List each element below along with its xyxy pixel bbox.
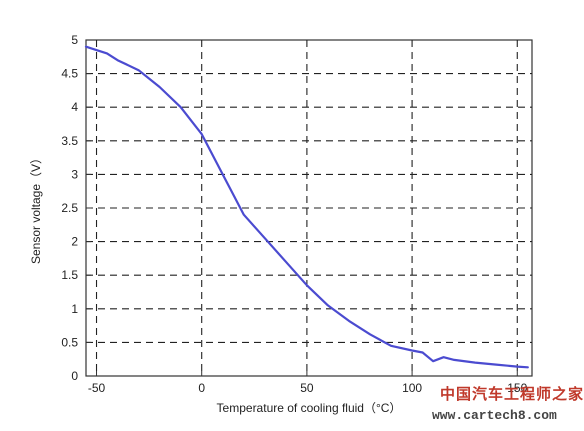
- y-tick-label: 2.5: [61, 201, 78, 215]
- y-tick-label: 0: [71, 369, 78, 383]
- y-tick-label: 3.5: [61, 134, 78, 148]
- y-tick-label: 2: [71, 235, 78, 249]
- x-tick-label: -50: [88, 381, 106, 395]
- x-tick-label: 50: [300, 381, 314, 395]
- watermark-url: www.cartech8.com: [432, 408, 557, 423]
- grid: [86, 40, 532, 376]
- y-tick-label: 0.5: [61, 335, 78, 349]
- y-tick-label: 3: [71, 167, 78, 181]
- x-tick-label: 100: [402, 381, 422, 395]
- watermark-site-name: 中国汽车工程师之家: [440, 385, 584, 403]
- y-tick-label: 4.5: [61, 67, 78, 81]
- y-tick-label: 1: [71, 302, 78, 316]
- series-line: [84, 45, 529, 369]
- y-tick-label: 4: [71, 100, 78, 114]
- x-axis-title: Temperature of cooling fluid（°C）: [217, 401, 402, 415]
- y-axis-title: Sensor voltage（V）: [29, 152, 43, 264]
- x-tick-label: 0: [198, 381, 205, 395]
- y-tick-label: 1.5: [61, 268, 78, 282]
- x-axis-ticks: -50 0 50 100 150: [88, 371, 528, 395]
- y-axis-ticks: 0 0.5 1 1.5 2 2.5 3 3.5 4 4.5 5: [61, 33, 91, 383]
- x-tick-label: 150: [507, 381, 527, 395]
- y-tick-label: 5: [71, 33, 78, 47]
- series-group: [84, 45, 529, 369]
